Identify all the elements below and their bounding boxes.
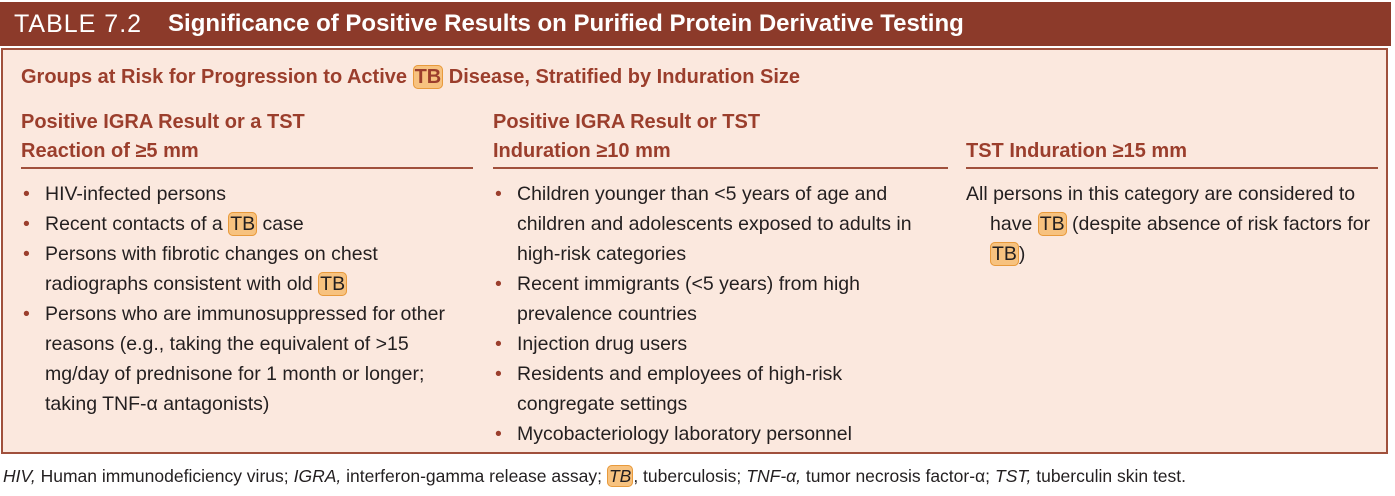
highlighted-term: TB (228, 212, 258, 236)
highlighted-term: TB (318, 272, 348, 296)
text-segment: tuberculin skin test. (1031, 466, 1187, 486)
text-segment: Persons who are immunosuppressed for oth… (45, 303, 445, 415)
bullet-item: Children younger than <5 years of age an… (493, 179, 933, 269)
bullet-item: Recent immigrants (<5 years) from high p… (493, 269, 933, 329)
footnote: HIV, Human immunodeficiency virus; IGRA, … (3, 465, 1191, 487)
text-segment: (despite absence of risk factors for (1066, 213, 1371, 235)
bullet-item: HIV-infected persons (21, 179, 451, 209)
text-segment: HIV-infected persons (45, 183, 227, 205)
bullet-item: Recent contacts of a TB case (21, 209, 451, 239)
text-segment: IGRA, (293, 466, 342, 486)
table-label: TABLE 7.2 (14, 9, 143, 38)
column: Positive IGRA Result or TST Induration ≥1… (493, 110, 948, 449)
text-segment: interferon-gamma release assay; (341, 466, 602, 486)
text-segment: HIV, (3, 466, 36, 486)
text-segment: Human immunodeficiency virus; (35, 466, 289, 486)
text-segment: , tuberculosis; (633, 466, 742, 486)
highlighted-term: TB (412, 65, 444, 89)
column-heading: TST Induration ≥15 mm (966, 110, 1378, 169)
column: Positive IGRA Result or a TST Reaction of… (21, 110, 473, 419)
table-body: Groups at Risk for Progression to Active… (1, 48, 1388, 454)
highlighted-term: TB (990, 242, 1019, 266)
heading-line: TST Induration ≥15 mm (966, 140, 1187, 162)
text-segment: Residents and employees of high-risk con… (517, 363, 843, 415)
paragraph: All persons in this category are conside… (966, 179, 1378, 269)
bullet-item: Persons who are immunosuppressed for oth… (21, 299, 451, 419)
highlighted-term: TB (606, 465, 634, 487)
bullet-item: Mycobacteriology laboratory personnel (493, 419, 933, 449)
bullet-item: Residents and employees of high-risk con… (493, 359, 933, 419)
text-segment: Injection drug users (517, 333, 688, 355)
text-segment: TST, (995, 466, 1032, 486)
table-title: Significance of Positive Results on Puri… (168, 10, 964, 37)
text-segment: Persons with fibrotic changes on chest r… (45, 243, 378, 295)
footnote-entry: TB, tuberculosis; (606, 465, 742, 487)
bullet-item: Persons with fibrotic changes on chest r… (21, 239, 451, 299)
heading-line: Reaction of ≥5 mm (21, 140, 199, 162)
footnote-entry: HIV, Human immunodeficiency virus; (3, 466, 289, 486)
table-header: TABLE 7.2 Significance of Positive Resul… (0, 2, 1391, 46)
column: TST Induration ≥15 mm All persons in this… (966, 110, 1378, 269)
column-heading: Positive IGRA Result or TST Induration ≥1… (493, 110, 948, 169)
footnote-entry: TST, tuberculin skin test. (995, 466, 1186, 486)
text-segment: tumor necrosis factor-α; (800, 466, 991, 486)
bullet-item: Injection drug users (493, 329, 933, 359)
column-heading: Positive IGRA Result or a TST Reaction of… (21, 110, 473, 169)
heading-line: Positive IGRA Result or a TST (21, 111, 305, 133)
footnote-entry: IGRA, interferon-gamma release assay; (294, 466, 602, 486)
text-segment: All persons in this category are conside… (966, 183, 1356, 235)
bullet-list: Children younger than <5 years of age an… (493, 179, 933, 449)
subtitle: Groups at Risk for Progression to Active… (21, 65, 800, 89)
text-segment: TNF-α, (746, 466, 801, 486)
heading-line: Induration ≥10 mm (493, 140, 671, 162)
text-segment: Children younger than <5 years of age an… (517, 183, 912, 265)
text-segment: ) (1018, 243, 1026, 265)
highlighted-term: TB (1037, 212, 1067, 236)
text-segment: case (257, 213, 304, 235)
text-segment: Mycobacteriology laboratory personnel (517, 423, 852, 445)
text-segment: Recent immigrants (<5 years) from high p… (517, 273, 860, 325)
bullet-list: HIV-infected persons Recent contacts of a… (21, 179, 451, 419)
text-segment: Recent contacts of a (45, 213, 229, 235)
heading-line: Positive IGRA Result or TST (493, 111, 761, 133)
text-segment: Groups at Risk for Progression to Active (21, 66, 413, 88)
text-segment: Disease, Stratified by Induration Size (443, 66, 800, 88)
footnote-entry: TNF-α, tumor necrosis factor-α; (746, 466, 990, 486)
